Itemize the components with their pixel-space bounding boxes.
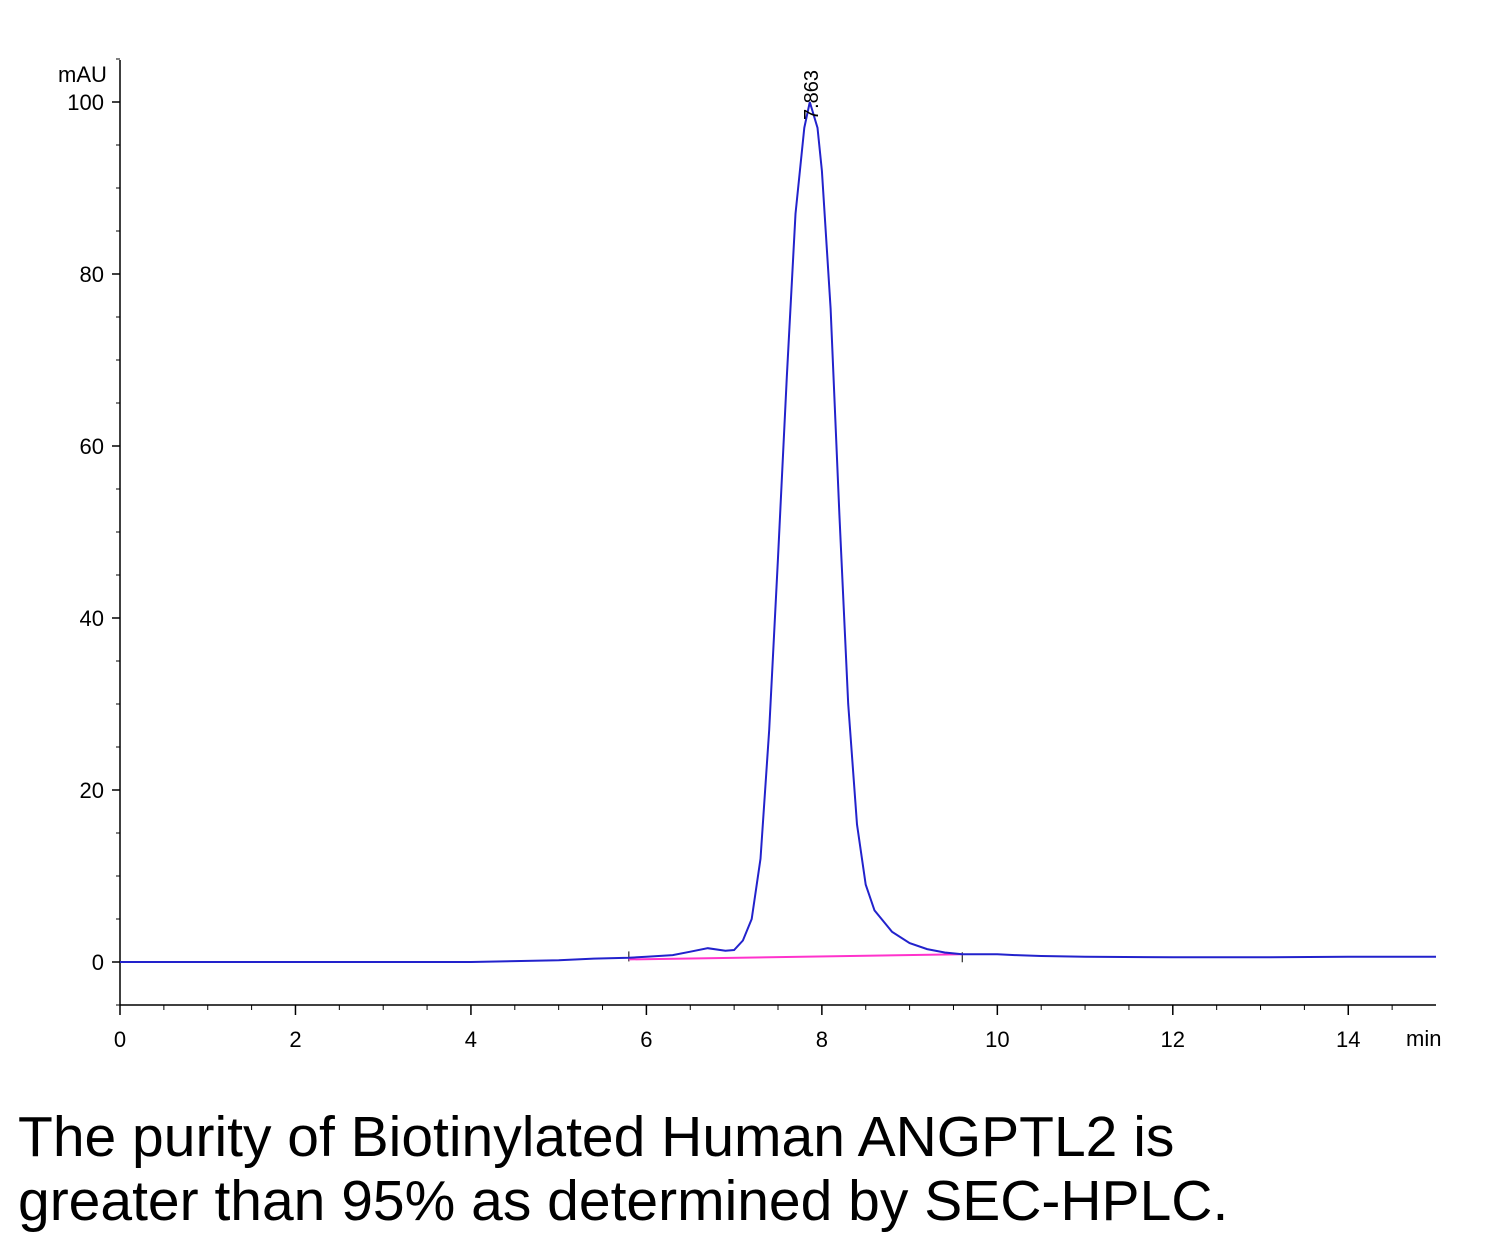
y-tick-label: 40 [80, 606, 104, 631]
x-tick-label: 14 [1336, 1027, 1360, 1052]
x-tick-label: 0 [114, 1027, 126, 1052]
x-tick-label: 6 [640, 1027, 652, 1052]
caption-line-2: greater than 95% as determined by SEC-HP… [18, 1169, 1229, 1233]
y-tick-label: 100 [67, 90, 104, 115]
integration-baseline [628, 953, 963, 961]
axis-labels: 0 20 40 60 80 100 0 2 4 6 8 10 12 14 [67, 90, 1360, 1052]
y-tick-label: 60 [80, 434, 104, 459]
x-tick-label: 10 [985, 1027, 1009, 1052]
y-axis-unit-label: mAU [58, 62, 107, 87]
chromatogram-trace [120, 101, 1436, 963]
axes [119, 60, 1436, 1006]
x-tick-label: 12 [1161, 1027, 1185, 1052]
figure-caption: The purity of Biotinylated Human ANGPTL2… [18, 1105, 1478, 1233]
x-tick-label: 2 [289, 1027, 301, 1052]
peak-retention-label: 7.863 [801, 70, 823, 120]
y-tick-label: 20 [80, 778, 104, 803]
y-tick-label: 0 [92, 950, 104, 975]
chromatogram-chart: 0 20 40 60 80 100 0 2 4 6 8 10 12 14 mAU min 7.863 [58, 58, 1441, 1052]
y-tick-label: 80 [80, 262, 104, 287]
x-tick-label: 8 [816, 1027, 828, 1052]
caption-line-1: The purity of Biotinylated Human ANGPTL2… [18, 1105, 1175, 1169]
x-axis-unit-label: min [1406, 1026, 1441, 1051]
axis-ticks [112, 58, 1393, 1015]
x-tick-label: 4 [465, 1027, 477, 1052]
